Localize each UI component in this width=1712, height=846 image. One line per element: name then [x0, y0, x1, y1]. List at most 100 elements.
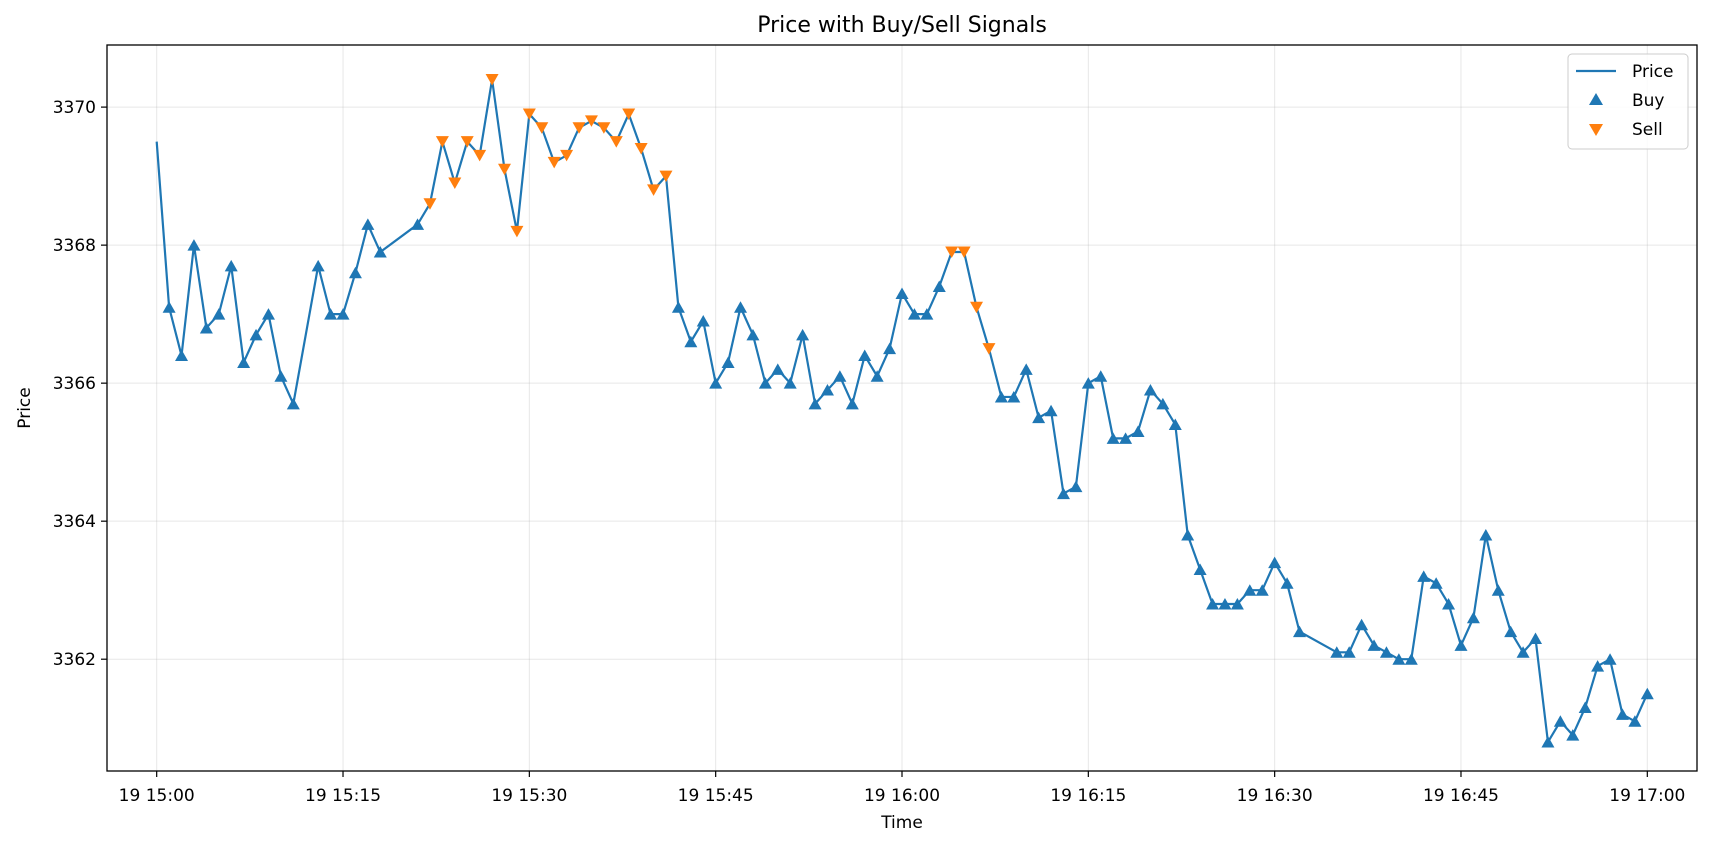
legend-buy-label: Buy — [1632, 91, 1665, 111]
buy-signal-marker — [1429, 577, 1443, 589]
sell-signal-marker — [647, 184, 661, 196]
buy-signal-marker — [771, 363, 785, 375]
x-tick-label: 19 16:00 — [864, 786, 940, 806]
buy-signal-marker — [411, 218, 425, 230]
buy-signal-marker — [1553, 715, 1567, 727]
buy-signal-marker — [994, 390, 1008, 403]
buy-signal-marker — [1255, 584, 1269, 596]
buy-signal-marker — [1442, 597, 1456, 610]
plot-area — [106, 44, 1698, 772]
buy-signal-marker — [1628, 715, 1642, 727]
buy-signal-marker — [870, 370, 884, 382]
legend-sell-marker — [1589, 124, 1603, 136]
sell-signal-marker — [957, 246, 971, 259]
sell-signal-marker — [522, 108, 536, 121]
buy-signal-marker — [1206, 597, 1220, 610]
buy-signal-marker — [1491, 584, 1505, 596]
sell-signal-marker — [560, 149, 574, 162]
buy-signal-marker — [1342, 646, 1356, 658]
buy-signal-marker — [1640, 687, 1654, 700]
buy-signal-marker — [1007, 390, 1021, 403]
grid-lines — [107, 45, 1697, 771]
sell-signal-marker — [982, 343, 996, 355]
y-tick-label: 3362 — [53, 650, 96, 670]
sell-signal-marker — [448, 177, 462, 190]
buy-signal-marker — [1280, 577, 1294, 589]
buy-signal-marker — [1529, 632, 1543, 644]
buy-signal-marker — [348, 266, 362, 279]
buy-signal-marker — [1566, 729, 1580, 741]
buy-signal-marker — [1404, 653, 1418, 665]
sell-signal-marker — [572, 122, 586, 134]
buy-signal-marker — [286, 397, 300, 410]
buy-signal-marker — [1156, 397, 1170, 410]
buy-signal-marker — [224, 259, 238, 272]
sell-signal-marker — [510, 225, 524, 238]
buy-signal-marker — [1591, 660, 1605, 672]
buy-signal-marker — [1168, 418, 1182, 431]
buy-signal-marker — [1355, 618, 1369, 631]
buy-signal-marker — [1230, 597, 1244, 610]
buy-signal-marker — [1392, 653, 1406, 665]
buy-signal-marker — [1044, 404, 1058, 417]
buy-signal-marker — [1181, 528, 1195, 541]
sell-markers — [423, 74, 996, 355]
sell-signal-marker — [535, 122, 549, 134]
buy-signal-marker — [845, 397, 859, 410]
buy-signal-marker — [758, 377, 772, 389]
sell-signal-marker — [435, 136, 449, 148]
sell-signal-marker — [423, 198, 437, 210]
buy-signal-marker — [311, 259, 325, 272]
x-tick-label: 19 15:45 — [678, 786, 754, 806]
buy-signal-marker — [1293, 625, 1306, 638]
y-axis-title: Price — [15, 387, 35, 428]
buy-signal-marker — [783, 377, 797, 389]
buy-signal-marker — [734, 301, 748, 313]
y-tick-label: 3370 — [53, 98, 96, 118]
buy-signal-marker — [1454, 639, 1468, 651]
buy-signal-marker — [175, 349, 189, 362]
buy-signal-marker — [1504, 625, 1518, 638]
buy-signal-marker — [1379, 646, 1393, 658]
y-axis: 3362 3364 3366 3368 3370 — [53, 98, 107, 670]
buy-signal-marker — [1367, 639, 1381, 651]
buy-signal-marker — [671, 301, 685, 313]
buy-signal-marker — [1081, 377, 1095, 389]
x-tick-label: 19 16:45 — [1423, 786, 1499, 806]
sell-signal-marker — [659, 170, 673, 183]
sell-signal-marker — [634, 143, 648, 155]
sell-signal-marker — [584, 115, 598, 127]
sell-signal-marker — [622, 108, 636, 121]
buy-signal-marker — [808, 397, 822, 410]
x-tick-label: 19 16:15 — [1050, 786, 1126, 806]
buy-signal-marker — [696, 315, 710, 327]
legend-sell-label: Sell — [1632, 120, 1663, 140]
buy-signal-marker — [1119, 432, 1133, 444]
buy-signal-marker — [1417, 570, 1431, 582]
buy-signal-marker — [1056, 487, 1070, 500]
buy-signal-marker — [709, 377, 723, 389]
buy-signal-marker — [1131, 425, 1145, 437]
legend-price-label: Price — [1632, 62, 1673, 82]
buy-signal-marker — [1330, 646, 1344, 658]
buy-signal-marker — [1218, 597, 1232, 610]
buy-signal-marker — [373, 246, 387, 258]
buy-signal-marker — [1603, 653, 1617, 665]
y-tick-label: 3368 — [53, 236, 96, 256]
buy-signal-marker — [336, 308, 350, 320]
x-tick-label: 19 15:15 — [305, 786, 381, 806]
x-tick-label: 19 15:00 — [119, 786, 195, 806]
sell-signal-marker — [597, 122, 611, 134]
buy-signal-marker — [1479, 528, 1493, 541]
buy-signal-marker — [833, 370, 847, 382]
chart-title: Price with Buy/Sell Signals — [757, 13, 1047, 38]
buy-signal-marker — [1466, 611, 1480, 624]
buy-signal-marker — [932, 280, 946, 293]
buy-signal-marker — [721, 356, 735, 368]
buy-signal-marker — [1243, 584, 1257, 596]
buy-signal-marker — [820, 384, 834, 396]
buy-signal-marker — [684, 335, 698, 348]
buy-signal-marker — [1615, 708, 1629, 720]
